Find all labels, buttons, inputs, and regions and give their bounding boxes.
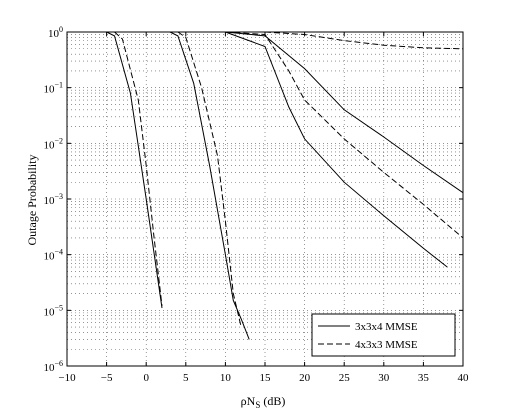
x-tick-label: 25: [339, 372, 351, 384]
axis-ticks: [66, 31, 464, 367]
x-tick-labels: −10 −5 0 5 10 15 20 25 30 35 40: [58, 372, 469, 384]
dashed-curve-7: [225, 31, 464, 239]
x-tick-label: 20: [299, 372, 311, 384]
x-tick-label: 30: [378, 372, 390, 384]
y-tick-label: 10−2: [43, 136, 63, 151]
x-tick-label: −10: [58, 372, 76, 384]
dashed-curve-6: [177, 31, 242, 328]
y-tick-label: 10−5: [43, 303, 63, 318]
x-tick-label: 5: [183, 372, 189, 384]
x-tick-label: 40: [458, 372, 470, 384]
legend-label-solid: 3x3x4 MMSE: [355, 321, 418, 333]
legend: 3x3x4 MMSE 4x3x3 MMSE: [311, 313, 456, 357]
y-tick-labels: 100 10−1 10−2 10−3 10−4 10−5 10−6: [43, 25, 63, 374]
x-tick-label: −5: [101, 372, 113, 384]
legend-label-dashed: 4x3x3 MMSE: [355, 339, 418, 351]
y-tick-label: 100: [48, 25, 63, 40]
dashed-curve-8: [264, 31, 464, 50]
x-tick-label: 0: [143, 372, 149, 384]
y-axis-label: Outage Probability: [25, 155, 39, 246]
y-tick-label: 10−1: [43, 81, 63, 96]
legend-box: [311, 313, 456, 357]
x-axis-label: ρNS (dB): [241, 394, 286, 410]
solid-curve-3: [225, 31, 448, 268]
x-tick-label: 15: [260, 372, 272, 384]
y-tick-label: 10−4: [43, 248, 63, 263]
y-tick-label: 10−3: [43, 192, 63, 207]
x-tick-label: 10: [220, 372, 232, 384]
solid-curve-2: [169, 31, 250, 340]
y-tick-label: 10−6: [43, 359, 63, 374]
x-tick-label: 35: [418, 372, 430, 384]
solid-curve-1: [106, 31, 163, 309]
